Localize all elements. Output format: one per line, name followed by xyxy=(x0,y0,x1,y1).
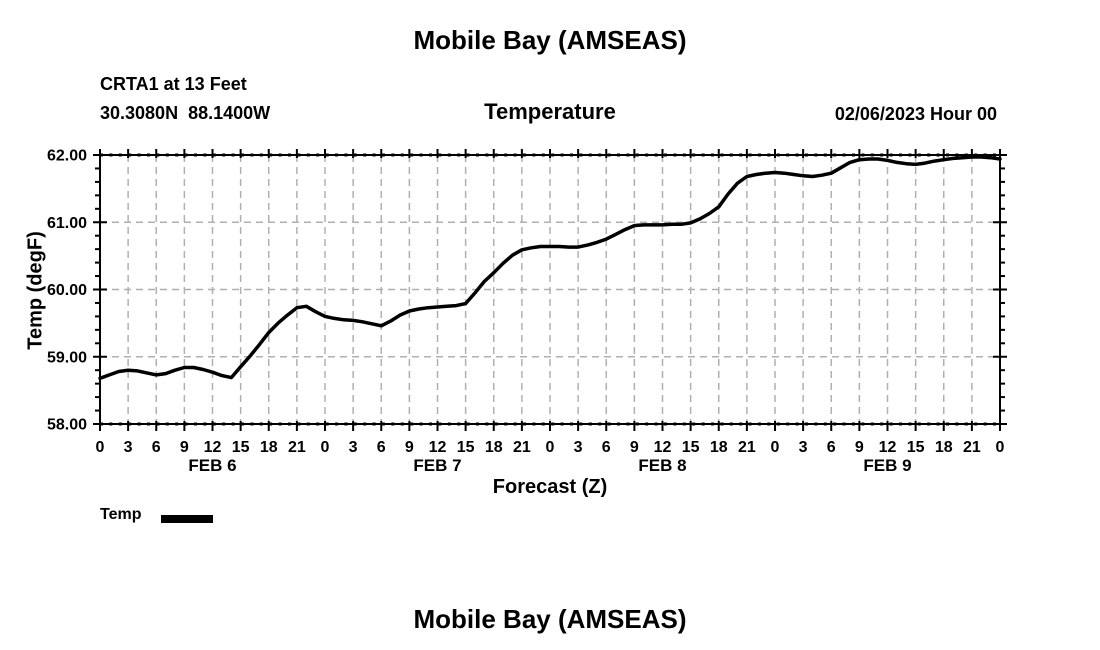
x-tick-label: 0 xyxy=(321,439,330,456)
x-tick-label: 3 xyxy=(124,439,133,456)
x-tick-label: 21 xyxy=(513,439,531,456)
x-tick-label: 12 xyxy=(879,439,897,456)
x-tick-label: 18 xyxy=(485,439,503,456)
x-tick-label: 6 xyxy=(602,439,611,456)
x-tick-label: 15 xyxy=(457,439,475,456)
x-tick-label: 15 xyxy=(907,439,925,456)
x-tick-label: 6 xyxy=(377,439,386,456)
y-axis-title: Temp (degF) xyxy=(24,231,47,350)
x-date-label: FEB 9 xyxy=(863,456,911,475)
x-date-label: FEB 7 xyxy=(413,456,461,475)
x-tick-label: 15 xyxy=(232,439,250,456)
x-tick-label: 9 xyxy=(855,439,864,456)
x-tick-label: 3 xyxy=(799,439,808,456)
x-tick-label: 3 xyxy=(349,439,358,456)
x-axis-title: Forecast (Z) xyxy=(492,476,608,498)
y-tick-label: 61.00 xyxy=(47,215,87,232)
y-tick-label: 62.00 xyxy=(47,148,87,165)
x-tick-label: 9 xyxy=(180,439,189,456)
x-tick-label: 12 xyxy=(204,439,222,456)
x-tick-label: 3 xyxy=(574,439,583,456)
page-title-bottom: Mobile Bay (AMSEAS) xyxy=(413,604,687,634)
y-tick-label: 58.00 xyxy=(47,417,87,434)
station-coordinates: 30.3080N 88.1400W xyxy=(100,103,271,123)
x-tick-label: 21 xyxy=(738,439,756,456)
x-tick-label: 0 xyxy=(996,439,1005,456)
x-tick-label: 6 xyxy=(827,439,836,456)
model-run-label: 02/06/2023 Hour 00 xyxy=(834,104,997,124)
x-tick-label: 6 xyxy=(152,439,161,456)
x-tick-label: 18 xyxy=(710,439,728,456)
x-tick-label: 0 xyxy=(96,439,105,456)
x-date-label: FEB 6 xyxy=(188,456,236,475)
page-title: Mobile Bay (AMSEAS) xyxy=(413,25,687,55)
y-tick-label: 60.00 xyxy=(47,282,87,299)
x-date-label: FEB 8 xyxy=(638,456,686,475)
temp-series-line xyxy=(98,155,1002,381)
station-name: CRTA1 at 13 Feet xyxy=(100,74,247,94)
y-tick-label: 59.00 xyxy=(47,349,87,366)
x-tick-label: 18 xyxy=(935,439,953,456)
x-tick-label: 18 xyxy=(260,439,278,456)
x-tick-label: 9 xyxy=(630,439,639,456)
legend-line-swatch xyxy=(161,515,213,523)
x-tick-label: 12 xyxy=(429,439,447,456)
x-tick-label: 0 xyxy=(771,439,780,456)
x-tick-label: 21 xyxy=(963,439,981,456)
x-tick-label: 12 xyxy=(654,439,672,456)
x-tick-label: 21 xyxy=(288,439,306,456)
chart-title: Temperature xyxy=(484,99,616,124)
x-tick-label: 9 xyxy=(405,439,414,456)
x-tick-label: 0 xyxy=(546,439,555,456)
legend-label: Temp xyxy=(100,506,142,523)
x-tick-label: 15 xyxy=(682,439,700,456)
